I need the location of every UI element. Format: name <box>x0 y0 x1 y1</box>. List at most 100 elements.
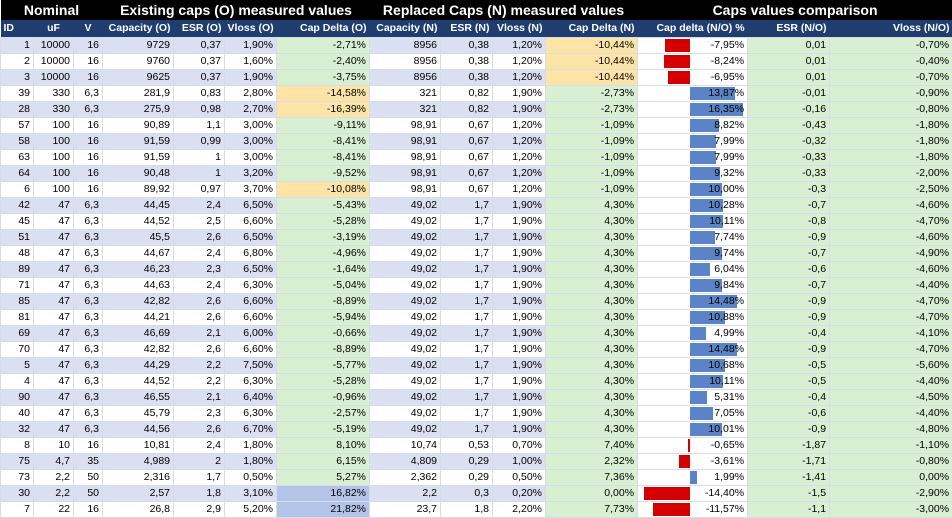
cell-vloss-o[interactable]: 6,80% <box>224 244 278 262</box>
cell-vloss-n[interactable]: 1,90% <box>492 84 547 102</box>
col-header-cap-delta-ratio[interactable]: Cap delta (N/O) % <box>637 20 748 37</box>
cell-uf[interactable]: 47 <box>33 228 74 246</box>
cell-capacity-n[interactable]: 49,02 <box>369 356 442 374</box>
cell-esr-o[interactable]: 0,37 <box>173 68 226 86</box>
cell-esr-n[interactable]: 1,7 <box>440 260 494 278</box>
cell-cap-delta-n[interactable]: -1,09% <box>545 132 639 150</box>
cell-esr-n[interactable]: 0,38 <box>440 68 494 86</box>
cell-capacity-o[interactable]: 46,69 <box>102 324 175 342</box>
cell-vloss-ratio[interactable]: -3,00% <box>829 500 952 518</box>
cell-esr-o[interactable]: 0,37 <box>173 52 226 70</box>
cell-cap-delta-o[interactable]: -2,57% <box>276 404 371 422</box>
cell-vloss-o[interactable]: 6,70% <box>224 420 278 438</box>
cell-vloss-ratio[interactable]: -4,60% <box>829 196 952 214</box>
cell-id[interactable]: 70 <box>0 340 34 358</box>
cell-vloss-n[interactable]: 1,20% <box>492 164 547 182</box>
cell-id[interactable]: 90 <box>0 388 34 406</box>
cell-esr-n[interactable]: 1,7 <box>440 356 494 374</box>
cell-id[interactable]: 81 <box>0 308 34 326</box>
cell-voltage[interactable]: 6,3 <box>72 276 104 294</box>
cell-capacity-n[interactable]: 49,02 <box>369 372 442 390</box>
cell-id[interactable]: 85 <box>0 292 34 310</box>
cell-cap-delta-ratio[interactable]: 16,35% <box>637 100 749 118</box>
cell-esr-ratio[interactable]: -0,6 <box>747 404 831 422</box>
cell-capacity-o[interactable]: 44,56 <box>102 420 175 438</box>
cell-vloss-ratio[interactable]: -0,90% <box>829 84 952 102</box>
col-header-capacity-o[interactable]: Capacity (O) <box>102 20 174 37</box>
cell-vloss-o[interactable]: 7,50% <box>224 356 278 374</box>
cell-vloss-ratio[interactable]: -2,50% <box>829 180 952 198</box>
cell-vloss-ratio[interactable]: -2,00% <box>829 164 952 182</box>
cell-esr-n[interactable]: 1,7 <box>440 228 494 246</box>
cell-voltage[interactable]: 6,3 <box>72 100 104 118</box>
cell-esr-ratio[interactable]: -0,5 <box>747 372 831 390</box>
cell-vloss-ratio[interactable]: -1,80% <box>829 132 952 150</box>
cell-vloss-n[interactable]: 1,20% <box>492 132 547 150</box>
cell-esr-o[interactable]: 2,6 <box>173 228 226 246</box>
col-header-cap-delta-n[interactable]: Cap Delta (N) <box>545 20 638 37</box>
cell-vloss-o[interactable]: 3,00% <box>224 116 278 134</box>
cell-esr-n[interactable]: 1,7 <box>440 244 494 262</box>
cell-capacity-n[interactable]: 49,02 <box>369 404 442 422</box>
cell-esr-o[interactable]: 2,1 <box>173 324 226 342</box>
cell-id[interactable]: 30 <box>0 484 34 502</box>
col-header-capacity-n[interactable]: Capacity (N) <box>369 20 441 37</box>
cell-vloss-n[interactable]: 1,20% <box>492 68 547 86</box>
cell-esr-n[interactable]: 1,7 <box>440 388 494 406</box>
cell-capacity-n[interactable]: 49,02 <box>369 276 442 294</box>
cell-capacity-n[interactable]: 10,74 <box>369 436 442 454</box>
cell-vloss-o[interactable]: 0,50% <box>224 468 278 486</box>
cell-esr-ratio[interactable]: -0,9 <box>747 228 831 246</box>
cell-vloss-o[interactable]: 6,00% <box>224 324 278 342</box>
cell-esr-ratio[interactable]: -0,7 <box>747 276 831 294</box>
cell-cap-delta-o[interactable]: -8,41% <box>276 132 371 150</box>
cell-id[interactable]: 6 <box>0 180 34 198</box>
cell-capacity-o[interactable]: 42,82 <box>102 292 175 310</box>
cell-vloss-o[interactable]: 6,30% <box>224 372 278 390</box>
cell-esr-n[interactable]: 0,67 <box>440 132 494 150</box>
cell-vloss-o[interactable]: 3,70% <box>224 180 278 198</box>
cell-vloss-o[interactable]: 2,80% <box>224 84 278 102</box>
cell-vloss-ratio[interactable]: -4,60% <box>829 260 952 278</box>
cell-capacity-n[interactable]: 98,91 <box>369 164 442 182</box>
cell-capacity-o[interactable]: 2,57 <box>102 484 175 502</box>
cell-voltage[interactable]: 50 <box>72 468 104 486</box>
cell-vloss-n[interactable]: 1,90% <box>492 100 547 118</box>
cell-cap-delta-n[interactable]: -1,09% <box>545 148 639 166</box>
cell-capacity-o[interactable]: 10,81 <box>102 436 175 454</box>
cell-vloss-ratio[interactable]: -4,40% <box>829 276 952 294</box>
cell-cap-delta-ratio[interactable]: 7,99% <box>637 148 749 166</box>
col-header-vloss-n[interactable]: Vloss (N) <box>492 20 546 37</box>
col-header-id[interactable]: ID <box>0 20 34 37</box>
cell-cap-delta-n[interactable]: -1,09% <box>545 180 639 198</box>
cell-esr-o[interactable]: 2,2 <box>173 372 226 390</box>
cell-vloss-n[interactable]: 1,90% <box>492 292 547 310</box>
cell-esr-o[interactable]: 2,6 <box>173 420 226 438</box>
cell-uf[interactable]: 47 <box>33 196 74 214</box>
cell-capacity-n[interactable]: 49,02 <box>369 244 442 262</box>
cell-cap-delta-o[interactable]: -9,52% <box>276 164 371 182</box>
cell-cap-delta-ratio[interactable]: 14,48% <box>637 340 749 358</box>
cell-capacity-n[interactable]: 49,02 <box>369 340 442 358</box>
cell-cap-delta-n[interactable]: -1,09% <box>545 116 639 134</box>
cell-cap-delta-ratio[interactable]: 10,11% <box>637 372 749 390</box>
cell-voltage[interactable]: 16 <box>72 132 104 150</box>
cell-vloss-ratio[interactable]: -4,70% <box>829 292 952 310</box>
cell-uf[interactable]: 47 <box>33 324 74 342</box>
cell-esr-ratio[interactable]: -1,71 <box>747 452 831 470</box>
cell-voltage[interactable]: 6,3 <box>72 228 104 246</box>
cell-capacity-o[interactable]: 44,52 <box>102 212 175 230</box>
cell-esr-n[interactable]: 1,8 <box>440 500 494 518</box>
cell-esr-ratio[interactable]: -0,9 <box>747 420 831 438</box>
cell-capacity-n[interactable]: 98,91 <box>369 116 442 134</box>
cell-cap-delta-n[interactable]: 7,36% <box>545 468 639 486</box>
cell-esr-o[interactable]: 2,4 <box>173 276 226 294</box>
cell-capacity-n[interactable]: 8956 <box>369 52 442 70</box>
cell-vloss-o[interactable]: 5,20% <box>224 500 278 518</box>
cell-esr-ratio[interactable]: -0,33 <box>747 164 831 182</box>
cell-esr-n[interactable]: 0,29 <box>440 468 494 486</box>
cell-cap-delta-n[interactable]: 4,30% <box>545 356 639 374</box>
cell-capacity-o[interactable]: 89,92 <box>102 180 175 198</box>
cell-cap-delta-o[interactable]: -10,08% <box>276 180 371 198</box>
cell-vloss-o[interactable]: 3,00% <box>224 148 278 166</box>
